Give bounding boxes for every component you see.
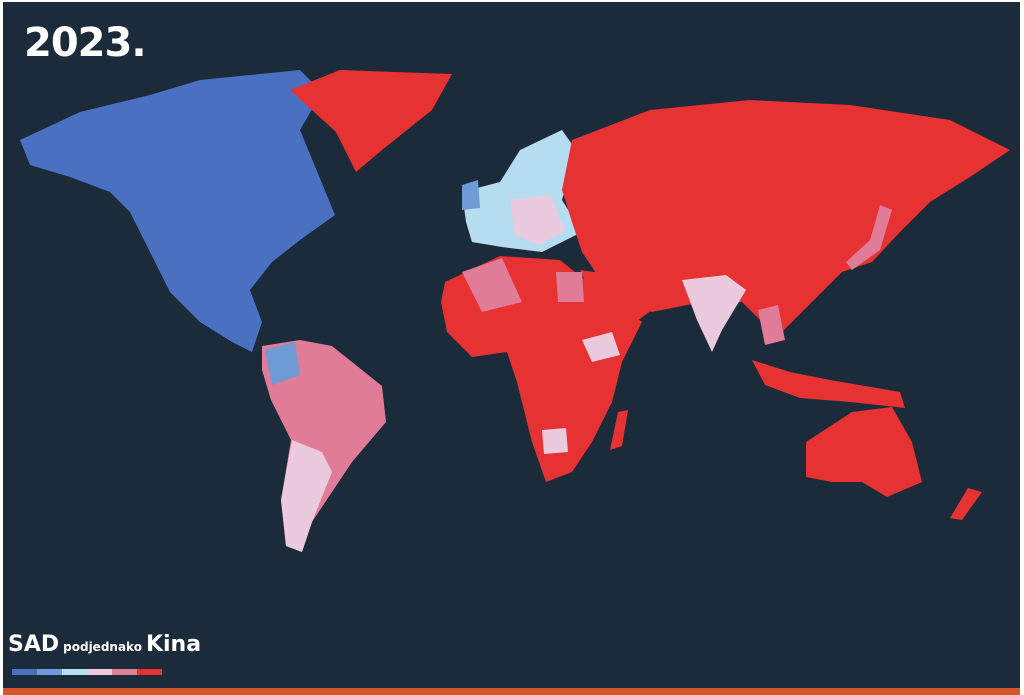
eastern-europe <box>510 195 565 245</box>
accent-bar <box>3 688 1020 695</box>
greenland <box>290 70 452 172</box>
southeast-asia <box>758 305 785 345</box>
indonesia <box>752 360 905 408</box>
australia <box>806 407 922 497</box>
north-america <box>20 70 335 352</box>
north-africa-west <box>462 258 522 312</box>
india <box>682 275 746 352</box>
africa <box>441 256 642 482</box>
legend-label-equal: podjednako <box>63 640 142 654</box>
legend-swatch-1 <box>37 669 62 675</box>
madagascar <box>610 410 628 450</box>
map-title: 2023. <box>24 20 147 66</box>
uk <box>462 180 480 210</box>
legend-swatch-0 <box>12 669 37 675</box>
legend-swatch-3 <box>87 669 112 675</box>
legend-label-china: Kina <box>145 632 202 657</box>
russia-asia <box>562 100 1010 332</box>
egypt <box>556 272 584 302</box>
legend-swatch-4 <box>112 669 137 675</box>
legend: SAD podjednako Kina <box>8 632 201 657</box>
legend-swatch-2 <box>62 669 87 675</box>
new-zealand <box>950 488 982 520</box>
south-africa-inner <box>542 428 568 454</box>
south-america-south <box>281 440 332 552</box>
legend-label-usa: SAD <box>8 632 60 657</box>
ethiopia <box>582 332 620 362</box>
legend-swatch-5 <box>137 669 162 675</box>
legend-color-scale <box>12 669 162 675</box>
japan <box>846 205 892 270</box>
colombia-venezuela <box>265 342 300 385</box>
